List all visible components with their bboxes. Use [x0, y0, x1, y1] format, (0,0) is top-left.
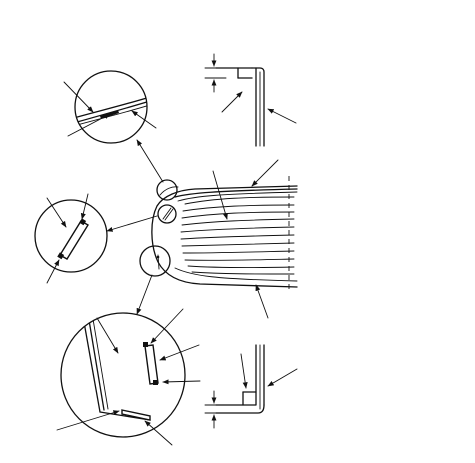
panel-leader-arrows [212, 159, 279, 319]
panel-top-inner-edge [177, 191, 298, 202]
corner-callout-circle [139, 245, 171, 277]
middle-clip-detail [34, 193, 108, 284]
panel-grid-lines [180, 196, 295, 275]
upper-edge-callout-circle [156, 179, 178, 201]
upper-edge-detail [63, 70, 157, 144]
panel-bottom-inner-edge [174, 267, 298, 282]
callout-arrows [106, 139, 164, 315]
upper-cross-section [204, 53, 297, 147]
panel-overview [139, 176, 298, 292]
panel-top-edge [174, 188, 298, 198]
lower-cross-section [204, 344, 298, 429]
lower-corner-detail [56, 308, 201, 446]
clip-callout-circle [157, 204, 177, 224]
panel-outline [151, 185, 298, 288]
